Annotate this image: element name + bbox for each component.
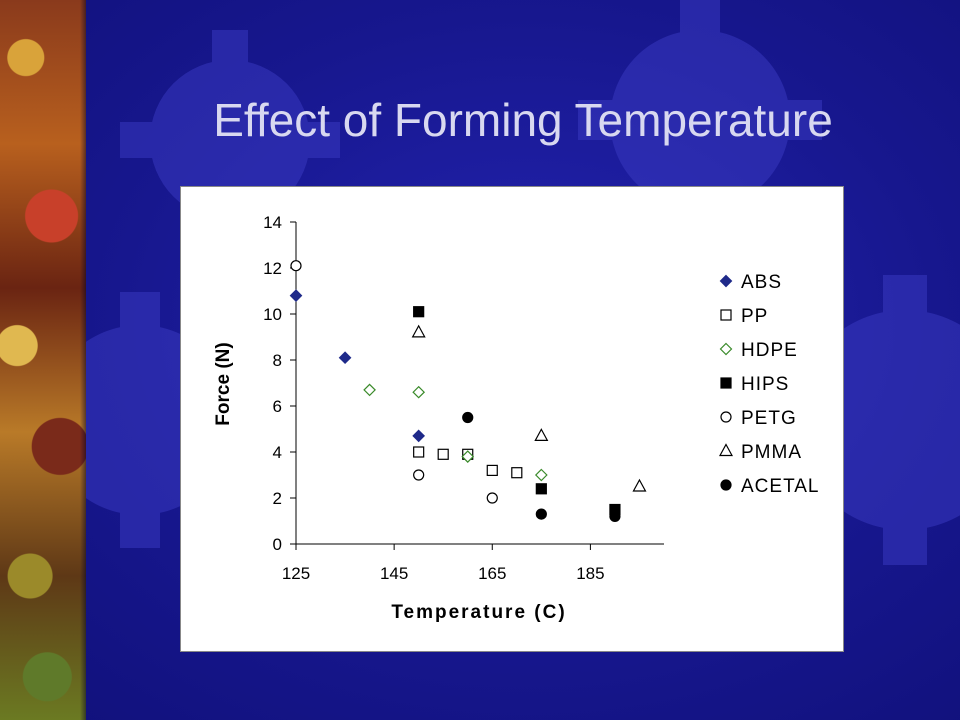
series-hdpe — [363, 383, 548, 482]
legend-marker — [720, 479, 732, 491]
gear-icon — [120, 30, 340, 250]
legend-label: PMMA — [741, 442, 802, 463]
slide-title: Effect of Forming Temperature — [213, 94, 833, 146]
data-point-pmma — [534, 428, 549, 441]
data-point-pmma — [411, 324, 426, 338]
legend-item-hdpe: HDPE — [719, 340, 798, 361]
series-abs — [289, 289, 426, 443]
data-point-hips — [535, 483, 547, 495]
legend-marker — [719, 274, 733, 288]
data-point-pmma — [632, 478, 647, 492]
data-point-acetal — [535, 508, 547, 520]
data-point-hdpe — [534, 468, 548, 482]
y-tick-label: 4 — [273, 443, 282, 462]
y-tick-label: 8 — [273, 351, 282, 370]
legend-item-pmma: PMMA — [718, 442, 802, 463]
y-tick-label: 6 — [273, 397, 282, 416]
data-point-pp — [511, 467, 523, 479]
y-tick-label: 2 — [273, 489, 282, 508]
legend-label: ACETAL — [741, 476, 820, 497]
data-point-pp — [437, 448, 449, 460]
legend-label: PP — [741, 306, 768, 327]
legend-item-acetal: ACETAL — [720, 476, 820, 497]
legend-label: ABS — [741, 272, 782, 293]
legend-label: HIPS — [741, 374, 789, 395]
decorative-side-strip — [0, 0, 86, 720]
series-pmma — [411, 324, 647, 492]
series-hips — [413, 306, 621, 516]
x-tick-label: 185 — [576, 564, 604, 583]
data-point-acetal — [609, 510, 621, 522]
x-tick-label: 125 — [282, 564, 310, 583]
y-axis-label: Force (N) — [213, 342, 234, 425]
scatter-chart: 0 2 4 6 8 10 12 14 125 145 165 185 ABS PP HDPE HIPS PET… — [213, 213, 820, 623]
series-acetal — [462, 411, 621, 522]
data-point-hdpe — [363, 383, 376, 397]
data-point-abs — [338, 351, 352, 365]
data-point-abs — [289, 289, 303, 302]
legend-marker — [720, 309, 732, 321]
legend-item-pp: PP — [720, 306, 768, 327]
y-tick-label: 12 — [263, 259, 282, 278]
legend-marker — [719, 342, 733, 356]
data-point-abs — [412, 429, 426, 443]
series-petg — [290, 260, 498, 504]
data-point-petg — [290, 260, 302, 272]
data-point-petg — [413, 469, 425, 481]
data-point-pp — [486, 464, 498, 476]
legend-label: PETG — [741, 408, 797, 429]
legend-marker — [720, 377, 732, 389]
data-point-hips — [413, 306, 425, 318]
x-tick-label: 165 — [478, 564, 506, 583]
y-tick-label: 0 — [273, 535, 282, 554]
legend-item-hips: HIPS — [720, 374, 789, 395]
legend-marker — [720, 411, 732, 423]
chart-panel: 0 2 4 6 8 10 12 14 125 145 165 185 ABS PP HDPE HIPS PET… — [180, 186, 844, 652]
data-point-pp — [413, 446, 425, 458]
legend-label: HDPE — [741, 340, 798, 361]
data-point-petg — [486, 492, 498, 504]
chart-marks — [289, 260, 647, 522]
chart-legend: ABS PP HDPE HIPS PETG PMMA ACETAL — [718, 272, 820, 497]
legend-item-petg: PETG — [720, 408, 797, 429]
data-point-hdpe — [412, 385, 426, 399]
y-tick-label: 10 — [263, 305, 282, 324]
data-point-hdpe — [461, 450, 475, 463]
chart-axes: 0 2 4 6 8 10 12 14 125 145 165 185 — [263, 213, 664, 583]
y-tick-label: 14 — [263, 213, 282, 232]
x-axis-label: Temperature (C) — [391, 602, 566, 623]
legend-marker — [718, 443, 734, 457]
data-point-acetal — [462, 411, 474, 424]
x-tick-label: 145 — [380, 564, 408, 583]
legend-item-abs: ABS — [719, 272, 782, 293]
